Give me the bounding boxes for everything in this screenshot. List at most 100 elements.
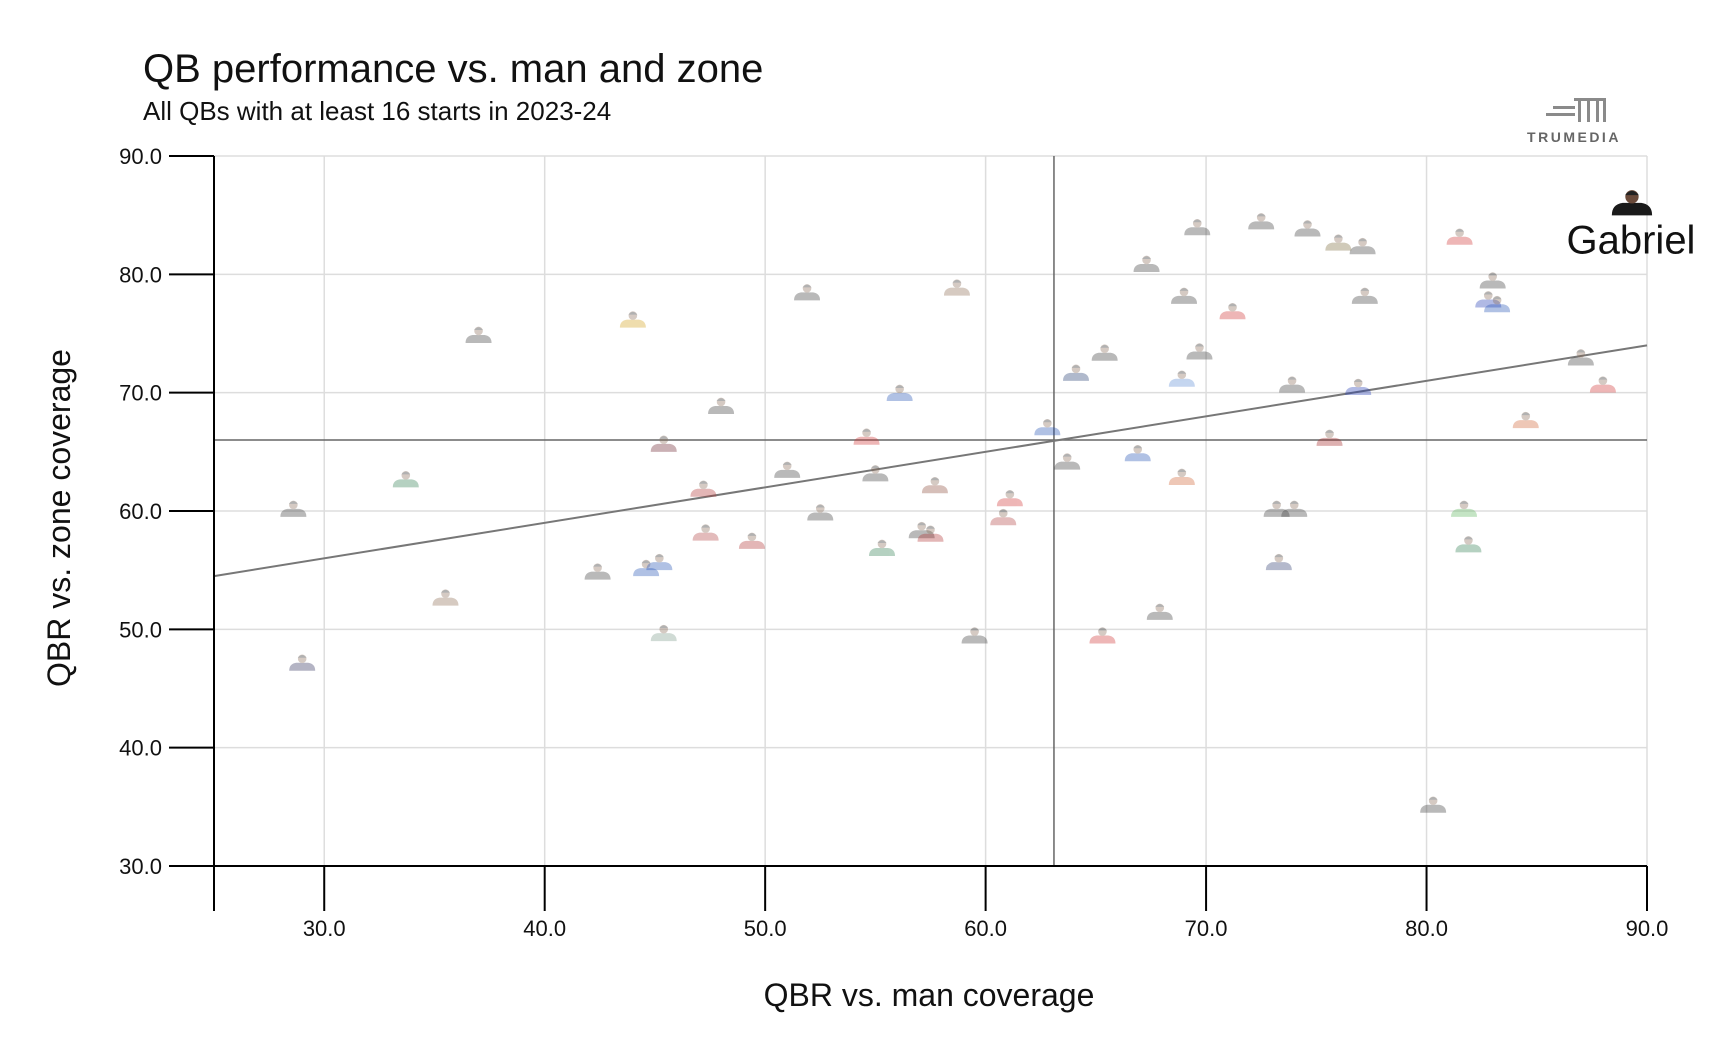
data-point-41: [1186, 343, 1213, 360]
data-point-3-hair: [441, 589, 450, 593]
data-point-56-body: [1451, 508, 1478, 517]
data-point-9-head: [659, 435, 669, 445]
data-point-47-body: [1281, 508, 1308, 517]
data-point-23: [917, 525, 944, 542]
data-point-17-head: [815, 504, 825, 513]
data-point-18-body: [853, 436, 880, 445]
data-point-9: [650, 435, 677, 452]
data-point-22: [908, 521, 935, 539]
data-point-12: [692, 524, 719, 541]
data-point-42-head: [1228, 303, 1237, 312]
x-tick-label-6: 90.0: [1626, 916, 1669, 941]
data-point-13-hair: [716, 398, 726, 401]
data-point-58-head: [1483, 291, 1493, 300]
data-point-33-hair: [1100, 344, 1110, 348]
data-point-62-head: [1576, 349, 1586, 358]
highlight-point-hair: [1625, 190, 1639, 196]
data-point-62-body: [1567, 357, 1594, 366]
data-point-62: [1567, 349, 1594, 366]
data-point-38-head: [1177, 468, 1187, 478]
data-point-1-body: [289, 662, 316, 671]
data-point-15-hair: [782, 462, 792, 465]
data-point-56-head: [1459, 500, 1469, 510]
data-point-31-head: [1071, 364, 1081, 374]
data-point-50-head: [1334, 234, 1343, 243]
data-point-28-hair: [1005, 490, 1015, 494]
highlight-point-body: [1611, 202, 1653, 216]
data-point-24-hair: [930, 477, 940, 481]
data-point-38: [1168, 468, 1195, 485]
data-point-53-body: [1351, 295, 1378, 304]
data-point-51-head: [1353, 378, 1363, 388]
data-point-40-head: [1192, 218, 1202, 228]
data-point-16: [794, 284, 821, 301]
x-tick-label-2: 50.0: [744, 916, 787, 941]
y-tick-label-2: 50.0: [119, 617, 162, 642]
data-point-30-head: [1062, 453, 1072, 462]
data-point-52-head: [1358, 237, 1367, 247]
data-point-24: [921, 476, 948, 494]
data-point-14: [738, 532, 765, 549]
data-point-8: [646, 553, 673, 571]
data-point-26-body: [961, 635, 988, 644]
data-point-20-head: [877, 539, 887, 549]
data-point-18: [853, 428, 880, 445]
data-point-1-head: [297, 654, 307, 664]
data-point-59-head: [1488, 272, 1497, 281]
data-point-7-hair: [641, 560, 651, 564]
data-point-45-head: [1274, 553, 1284, 563]
data-point-45-body: [1265, 562, 1292, 571]
data-point-38-hair: [1177, 469, 1187, 472]
data-point-54: [1420, 796, 1447, 813]
data-point-36: [1146, 603, 1173, 620]
data-point-35-head: [1142, 255, 1151, 265]
data-point-24-head: [930, 476, 940, 486]
data-point-15: [774, 461, 801, 478]
data-point-48-head: [1303, 220, 1312, 229]
data-point-51-hair: [1353, 379, 1363, 383]
data-point-30-body: [1054, 461, 1081, 470]
data-point-12-body: [692, 532, 719, 541]
data-point-55-body: [1446, 236, 1473, 245]
data-point-0-head: [289, 500, 298, 510]
highlight-point: [1611, 190, 1653, 216]
data-point-42: [1219, 303, 1246, 320]
data-point-47-hair: [1289, 501, 1299, 504]
data-point-18-hair: [862, 428, 871, 432]
data-point-26-head: [970, 627, 979, 636]
data-point-45-hair: [1274, 554, 1284, 558]
data-point-20: [868, 539, 895, 556]
data-point-16-hair: [802, 284, 812, 288]
y-tick-label-3: 60.0: [119, 499, 162, 524]
data-point-35-body: [1133, 263, 1160, 272]
data-point-4-body: [465, 334, 492, 343]
data-point-30: [1054, 453, 1081, 470]
data-point-39-hair: [1179, 288, 1189, 291]
data-point-31-hair: [1071, 365, 1081, 368]
data-point-37-body: [1168, 378, 1195, 387]
data-point-34-hair: [1133, 445, 1143, 449]
data-point-44-hair: [1272, 501, 1282, 504]
trendline: [213, 344, 1648, 578]
data-point-25-hair: [952, 279, 962, 283]
data-point-4-head: [474, 326, 483, 336]
data-point-6-head: [628, 311, 638, 320]
data-point-14-hair: [747, 533, 757, 536]
data-point-32-hair: [1098, 627, 1107, 631]
data-point-40-hair: [1192, 219, 1202, 223]
data-point-60: [1484, 295, 1511, 313]
data-point-57-body: [1455, 544, 1482, 553]
data-point-11-hair: [699, 481, 708, 484]
data-point-25-body: [943, 287, 970, 296]
data-point-33-body: [1091, 352, 1118, 361]
data-point-34-body: [1124, 453, 1151, 462]
data-point-46-head: [1287, 376, 1297, 385]
data-point-29-head: [1043, 418, 1052, 428]
data-point-59: [1479, 272, 1506, 289]
data-point-49-body: [1316, 437, 1343, 446]
data-point-16-body: [794, 292, 821, 301]
data-point-29-hair: [1042, 419, 1052, 423]
chart-title: QB performance vs. man and zone: [143, 47, 763, 91]
x-axis-title: QBR vs. man coverage: [764, 977, 1095, 1013]
data-point-37-head: [1177, 370, 1187, 380]
